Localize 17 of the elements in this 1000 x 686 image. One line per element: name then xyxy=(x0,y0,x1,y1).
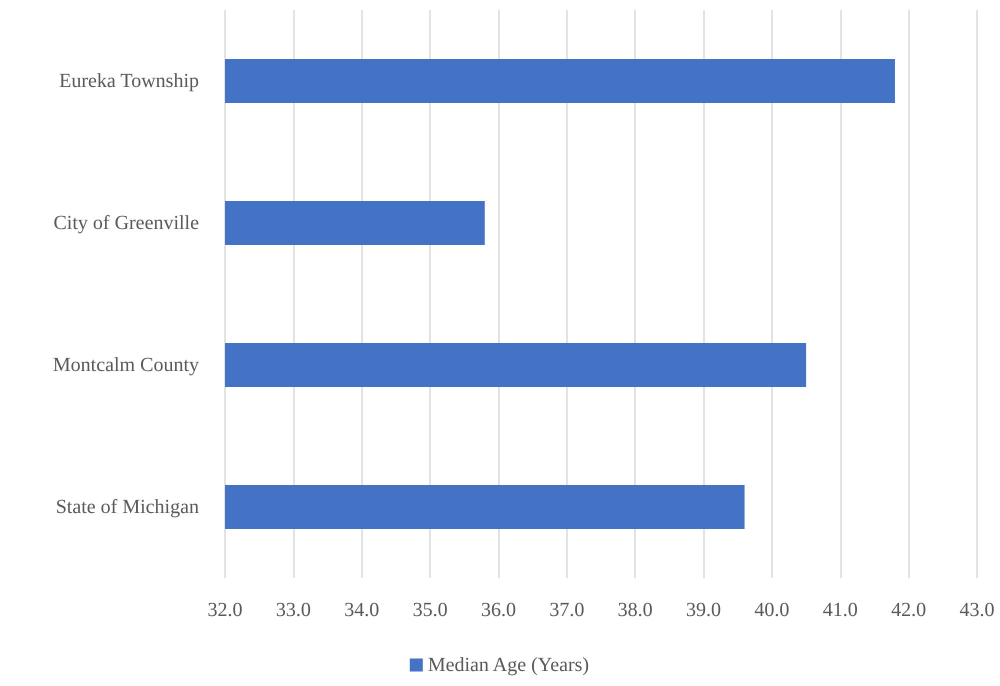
y-tick-label: Montcalm County xyxy=(52,354,199,376)
x-tick-label: 35.0 xyxy=(412,599,448,621)
x-tick-label: 38.0 xyxy=(618,599,653,621)
x-tick-label: 37.0 xyxy=(549,599,584,621)
x-tick-label: 42.0 xyxy=(891,599,926,621)
x-tick-label: 32.0 xyxy=(208,599,242,621)
legend-label: Median Age (Years) xyxy=(428,654,590,676)
x-tick-label: 40.0 xyxy=(754,599,790,621)
y-tick-label: Eureka Township xyxy=(59,70,199,92)
x-tick-label: 34.0 xyxy=(344,599,380,621)
y-tick-label: State of Michigan xyxy=(56,496,199,518)
x-tick-label: 43.0 xyxy=(960,599,994,621)
x-tick-label: 39.0 xyxy=(686,599,722,621)
x-tick-label: 36.0 xyxy=(480,599,516,621)
x-tick-label: 41.0 xyxy=(822,599,858,621)
y-tick-label: City of Greenville xyxy=(53,212,200,234)
x-tick-label: 33.0 xyxy=(276,599,311,621)
